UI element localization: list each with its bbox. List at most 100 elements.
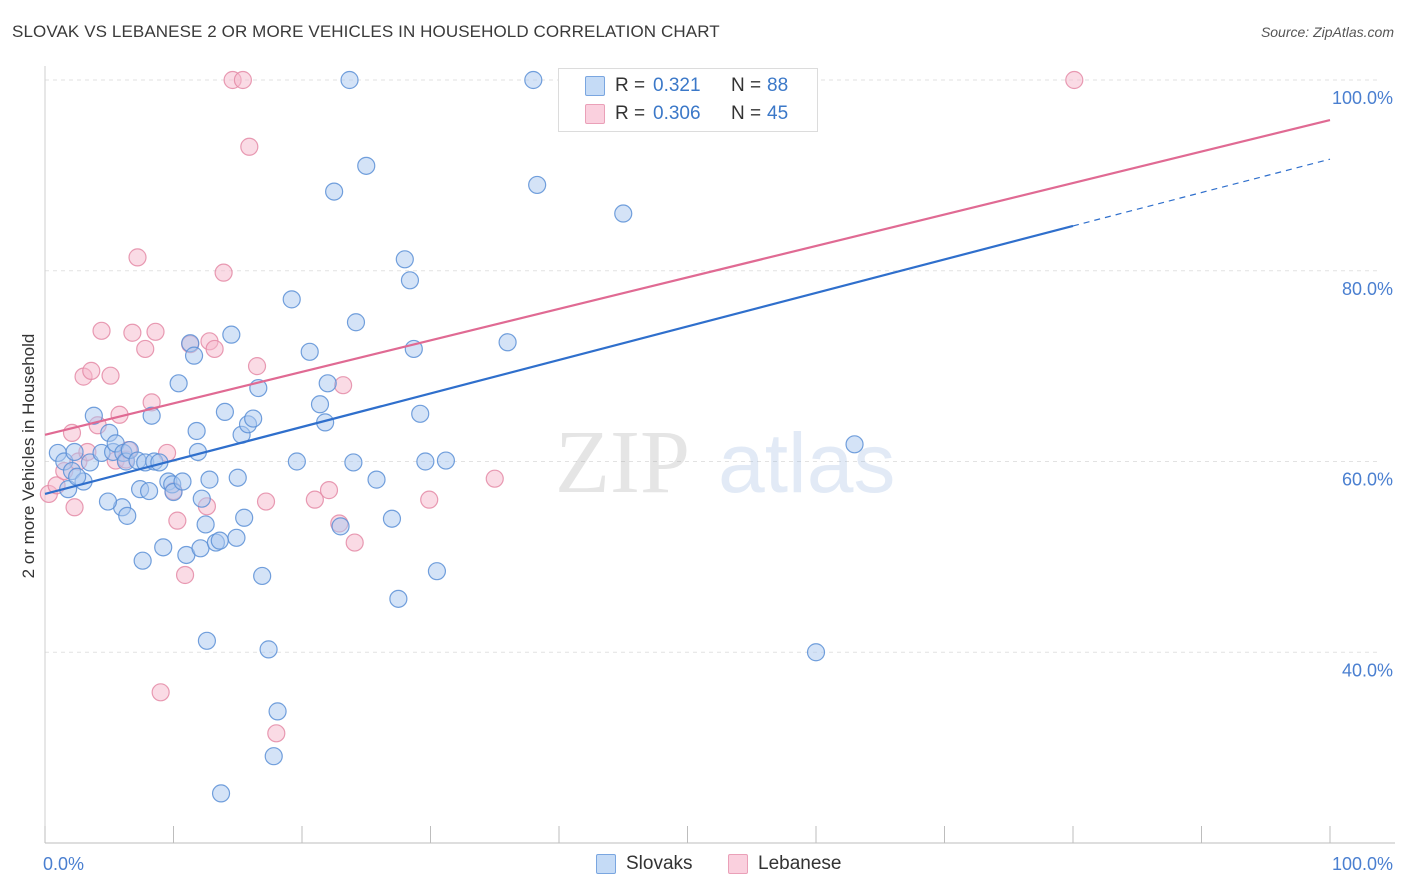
y-axis-label: 2 or more Vehicles in Household bbox=[19, 334, 38, 579]
slovaks-point bbox=[331, 517, 350, 536]
slovaks-point bbox=[184, 346, 204, 365]
stats-row-lebanese: R = 0.306 N = 45 bbox=[559, 101, 788, 127]
slovaks-point bbox=[282, 290, 301, 309]
slovaks-point bbox=[524, 70, 543, 90]
slovaks-point bbox=[118, 506, 137, 525]
slovaks-point bbox=[427, 562, 447, 581]
lebanese-point bbox=[345, 533, 364, 552]
slovaks-point bbox=[395, 250, 414, 269]
slovaks-point bbox=[340, 70, 359, 90]
tick-labels: 40.0% 60.0% 80.0% 100.0% 0.0% 100.0% bbox=[43, 88, 1393, 874]
slovaks-point bbox=[68, 467, 87, 486]
lebanese-point bbox=[82, 361, 101, 380]
lebanese-point bbox=[151, 683, 170, 702]
trend-lines bbox=[44, 118, 1331, 495]
r-value: 0.321 bbox=[653, 75, 701, 96]
slovaks-points bbox=[48, 70, 864, 803]
y-tick-label: 40.0% bbox=[1342, 660, 1393, 680]
watermark: ZIP atlas bbox=[555, 413, 895, 512]
legend-item-lebanese[interactable]: Lebanese bbox=[728, 852, 841, 876]
lebanese-point bbox=[267, 724, 286, 743]
slovaks-point bbox=[211, 784, 231, 803]
slovaks-point bbox=[325, 182, 344, 201]
slovaks-point bbox=[259, 640, 278, 659]
slovaks-point bbox=[346, 313, 366, 332]
slovaks-point bbox=[253, 566, 272, 586]
lebanese-point bbox=[420, 490, 439, 509]
slovaks-point bbox=[197, 631, 217, 650]
lebanese-point bbox=[485, 469, 504, 488]
slovaks-point bbox=[65, 442, 84, 462]
lebanese-point bbox=[319, 481, 339, 500]
slovaks-point bbox=[228, 468, 247, 487]
slovaks-point bbox=[173, 472, 192, 491]
slovaks-point bbox=[222, 325, 241, 344]
lebanese-point bbox=[305, 490, 324, 509]
slovaks-point bbox=[191, 539, 210, 558]
r-label: R = bbox=[615, 103, 646, 124]
lebanese-legend-swatch bbox=[728, 854, 748, 874]
slovaks-point bbox=[300, 342, 319, 361]
lebanese-point bbox=[92, 321, 111, 340]
x-tick-label: 100.0% bbox=[1332, 854, 1393, 874]
legend-item-slovaks[interactable]: Slovaks bbox=[596, 852, 693, 876]
source-label: Source: ZipAtlas.com bbox=[1260, 24, 1394, 40]
slovaks-point bbox=[264, 747, 283, 766]
lebanese-point bbox=[240, 137, 259, 156]
slovaks-point bbox=[210, 531, 229, 550]
slovaks-point bbox=[169, 374, 188, 393]
lebanese-point bbox=[334, 376, 353, 395]
slovaks-point bbox=[84, 406, 103, 425]
slovaks-point bbox=[268, 702, 287, 721]
slovaks-point bbox=[806, 643, 826, 662]
n-label: N = bbox=[731, 75, 762, 96]
slovaks-point bbox=[845, 435, 864, 454]
lebanese-point bbox=[128, 248, 147, 267]
lebanese-point bbox=[101, 366, 120, 385]
r-label: R = bbox=[615, 75, 646, 96]
watermark-zip: ZIP bbox=[555, 413, 690, 512]
legend-label: Lebanese bbox=[758, 853, 842, 874]
lebanese-point bbox=[247, 357, 267, 376]
slovaks-point bbox=[400, 271, 420, 290]
slovaks-point bbox=[215, 402, 234, 422]
slovaks-point bbox=[235, 508, 254, 527]
stats-row-slovaks: R = 0.321 N = 88 bbox=[559, 73, 788, 99]
n-value: 88 bbox=[767, 75, 789, 96]
slovaks-legend-swatch bbox=[596, 854, 616, 874]
slovaks-point bbox=[196, 515, 215, 534]
n-value: 45 bbox=[767, 103, 789, 124]
r-value: 0.306 bbox=[653, 103, 701, 124]
slovaks-point bbox=[187, 421, 206, 441]
slovaks-point bbox=[200, 470, 219, 489]
slovaks-point bbox=[357, 156, 376, 175]
lebanese-point bbox=[256, 492, 276, 511]
slovaks-point bbox=[244, 409, 263, 428]
lebanese-point bbox=[205, 339, 224, 359]
watermark-atlas: atlas bbox=[718, 416, 895, 510]
slovaks-point bbox=[528, 175, 547, 195]
stats-box: R = 0.321 N = 88 R = 0.306 N = 45 bbox=[558, 68, 818, 132]
n-label: N = bbox=[731, 103, 762, 124]
legend-label: Slovaks bbox=[626, 853, 693, 874]
y-tick-label: 80.0% bbox=[1342, 279, 1393, 299]
slovaks-point bbox=[133, 551, 152, 570]
slovaks-point bbox=[98, 492, 118, 511]
slovaks-point bbox=[614, 204, 633, 223]
slovaks-point bbox=[142, 406, 161, 425]
slovaks-point bbox=[227, 528, 246, 547]
lebanese-point bbox=[233, 70, 252, 90]
slovaks-trend-extension bbox=[1072, 158, 1331, 227]
grid-lines bbox=[45, 79, 1380, 653]
lebanese-point bbox=[136, 339, 155, 359]
slovaks-point bbox=[154, 538, 173, 557]
lebanese-point bbox=[146, 322, 165, 341]
slovaks-point bbox=[436, 451, 456, 470]
lebanese-point bbox=[168, 511, 187, 530]
slovaks-point bbox=[310, 395, 330, 414]
lebanese-point bbox=[1065, 70, 1084, 90]
slovaks-point bbox=[192, 489, 211, 508]
slovaks-point bbox=[287, 452, 306, 471]
slovaks-point bbox=[139, 481, 159, 501]
